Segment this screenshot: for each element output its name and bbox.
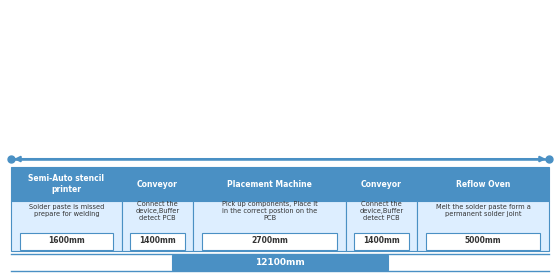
FancyBboxPatch shape — [172, 254, 388, 270]
FancyBboxPatch shape — [346, 201, 417, 251]
Text: 1400mm: 1400mm — [363, 236, 400, 245]
Text: 2700mm: 2700mm — [251, 236, 288, 245]
Text: Solder paste is missed
prepare for welding: Solder paste is missed prepare for weldi… — [29, 204, 104, 217]
FancyBboxPatch shape — [130, 233, 185, 250]
FancyBboxPatch shape — [20, 233, 113, 250]
FancyBboxPatch shape — [354, 233, 409, 250]
Text: Pick up components, Place it
in the correct postion on the
PCB: Pick up components, Place it in the corr… — [222, 201, 318, 221]
Text: Reflow Oven: Reflow Oven — [456, 180, 510, 189]
FancyBboxPatch shape — [417, 167, 549, 201]
FancyBboxPatch shape — [193, 167, 346, 201]
FancyBboxPatch shape — [202, 233, 337, 250]
Text: Conveyor: Conveyor — [137, 180, 178, 189]
Text: Connect the
device,Buffer
detect PCB: Connect the device,Buffer detect PCB — [136, 201, 180, 221]
Text: 1400mm: 1400mm — [139, 236, 176, 245]
Text: Melt the solder paste form a
permanent solder joint: Melt the solder paste form a permanent s… — [436, 204, 530, 217]
FancyBboxPatch shape — [11, 167, 122, 201]
Text: 1600mm: 1600mm — [48, 236, 85, 245]
FancyBboxPatch shape — [11, 201, 122, 251]
FancyBboxPatch shape — [122, 201, 193, 251]
Text: Connect the
device,Buffer
detect PCB: Connect the device,Buffer detect PCB — [360, 201, 404, 221]
FancyBboxPatch shape — [122, 167, 193, 201]
Text: Conveyor: Conveyor — [361, 180, 402, 189]
FancyBboxPatch shape — [193, 201, 346, 251]
Text: Placement Machine: Placement Machine — [227, 180, 312, 189]
Text: 12100mm: 12100mm — [255, 258, 305, 267]
FancyBboxPatch shape — [417, 201, 549, 251]
FancyBboxPatch shape — [426, 233, 540, 250]
Text: 5000mm: 5000mm — [465, 236, 501, 245]
Text: Semi-Auto stencil
printer: Semi-Auto stencil printer — [29, 174, 105, 194]
FancyBboxPatch shape — [346, 167, 417, 201]
